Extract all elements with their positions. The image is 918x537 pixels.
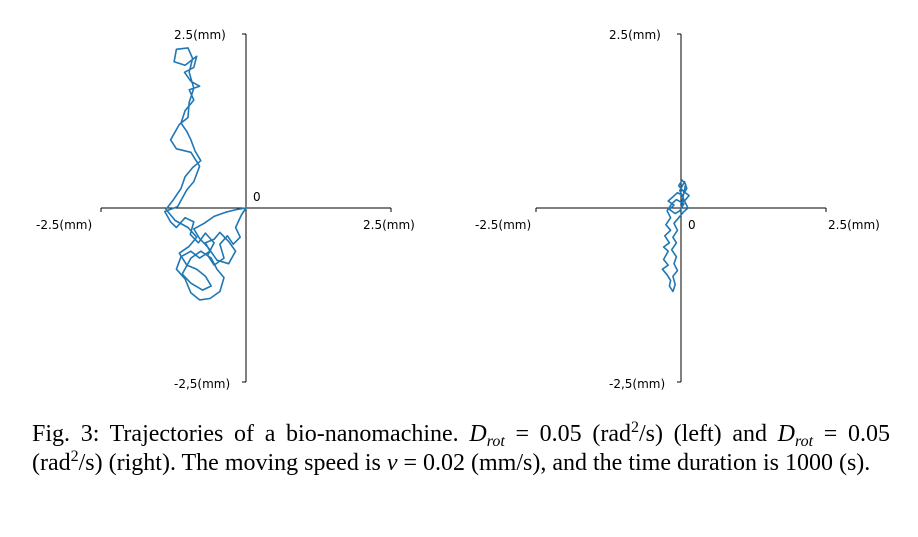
right-panel-trajectory-line — [661, 179, 690, 293]
left-x-max-label: 2.5(mm) — [363, 218, 415, 232]
right-y-max-label: 2.5(mm) — [609, 28, 661, 42]
caption-var-v: v — [386, 450, 398, 476]
caption-part5: /s) (right). The moving speed is — [78, 450, 387, 476]
left-y-max-label: 2.5(mm) — [174, 28, 226, 42]
left-origin-label: 0 — [253, 190, 261, 204]
caption-sup-2: 2 — [631, 419, 639, 436]
right-x-min-label: -2.5(mm) — [475, 218, 531, 232]
caption-part1: Fig. 3: Trajectories of a bio-nanomachin… — [32, 421, 470, 447]
caption-var-d2: D — [777, 421, 796, 447]
left-x-min-label: -2.5(mm) — [36, 218, 92, 232]
right-origin-label: 0 — [688, 218, 696, 232]
right-x-max-label: 2.5(mm) — [828, 218, 880, 232]
caption-part6: = 0.02 (mm/s), and the time duration is … — [397, 450, 871, 476]
caption-sup-2b: 2 — [70, 448, 79, 465]
right-y-min-label: -2,5(mm) — [609, 377, 665, 391]
figure-caption: Fig. 3: Trajectories of a bio-nanomachin… — [32, 420, 890, 478]
left-panel-trajectory-line — [164, 47, 247, 301]
caption-sub-rot: rot — [486, 433, 505, 450]
caption-sub-rot2: rot — [795, 433, 814, 450]
caption-part4: = 0.05 (rad — [32, 421, 890, 476]
left-panel: -2.5(mm) 2.5(mm) 2.5(mm) -2,5(mm) 0 — [36, 28, 415, 391]
caption-part2: = 0.05 (rad — [504, 421, 631, 447]
left-y-min-label: -2,5(mm) — [174, 377, 230, 391]
right-panel: -2.5(mm) 2.5(mm) 2.5(mm) -2,5(mm) 0 — [475, 28, 880, 391]
caption-part3: /s) (left) and — [639, 421, 778, 447]
caption-var-d: D — [469, 421, 487, 447]
